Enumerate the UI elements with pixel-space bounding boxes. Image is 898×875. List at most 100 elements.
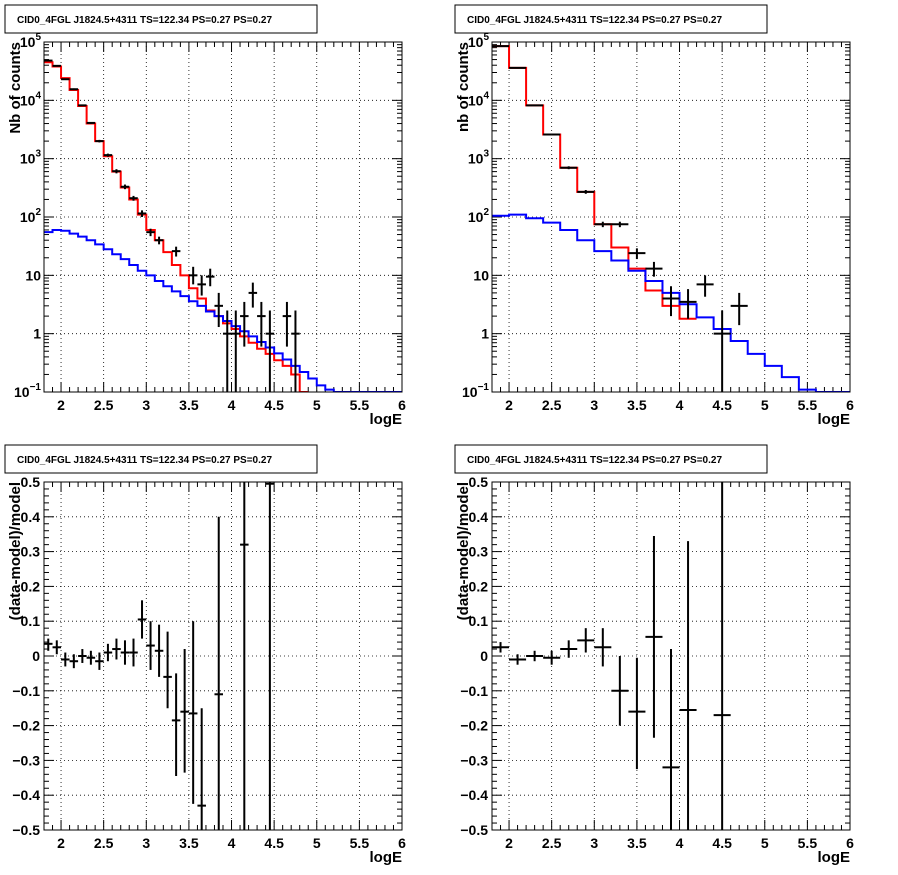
data-point (577, 628, 595, 653)
y-tick-label: 104 (468, 90, 490, 108)
x-tick-label: 4.5 (264, 397, 284, 413)
y-axis-title: (data-model)/model (7, 482, 24, 620)
y-tick-label-base: 10 (25, 267, 41, 283)
y-tick-label-exponent: 2 (35, 207, 41, 218)
data-point (86, 121, 96, 124)
data-point (696, 275, 714, 297)
y-tick-label: 105 (468, 32, 490, 50)
data-point (52, 64, 62, 67)
data-point (214, 292, 223, 328)
data-point (543, 650, 561, 665)
x-tick-label: 4 (228, 397, 236, 413)
data-point (526, 650, 544, 662)
data-point (95, 652, 104, 670)
x-tick-label: 5 (761, 835, 769, 851)
y-tick-label-base: 10 (20, 34, 36, 50)
y-tick-label: −0.1 (12, 683, 40, 699)
x-tick-label: 5 (313, 835, 321, 851)
y-axis-title: nb of counts (455, 42, 472, 132)
data-point (594, 628, 612, 667)
x-tick-label: 5.5 (350, 397, 370, 413)
title-box (454, 4, 768, 34)
y-tick-label: 103 (468, 149, 490, 167)
x-tick-label: 2 (505, 397, 513, 413)
y-tick-label: 0.4 (21, 509, 41, 525)
x-tick-label: 3.5 (627, 835, 647, 851)
y-tick-label-exponent: 3 (483, 149, 489, 160)
data-point (628, 657, 646, 770)
y-tick-label-exponent: 5 (483, 32, 489, 43)
panel-counts-left: CID0_4FGL J1824.5+4311 TS=122.34 PS=0.27… (4, 4, 406, 428)
data-point (188, 621, 198, 804)
component-model-step-line (492, 213, 850, 392)
data-point (713, 310, 731, 392)
total-model-step-line (44, 61, 309, 392)
plot-frame (491, 41, 851, 393)
data-point (61, 78, 70, 81)
axis-ticks (491, 42, 851, 393)
data-point (129, 638, 138, 667)
y-tick-label: 0.1 (469, 613, 489, 629)
y-tick-label: −0.4 (460, 787, 488, 803)
plot-title: CID0_4FGL J1824.5+4311 TS=122.34 PS=0.27… (17, 15, 272, 26)
y-tick-label: 103 (20, 149, 42, 167)
y-tick-label-exponent: 4 (483, 90, 489, 101)
data-point (61, 652, 70, 667)
plot-title: CID0_4FGL J1824.5+4311 TS=122.34 PS=0.27… (17, 455, 272, 466)
x-axis-title: logE (818, 411, 851, 428)
x-tick-label: 2 (57, 397, 65, 413)
x-tick-label: 5.5 (798, 397, 818, 413)
data-point (154, 624, 164, 677)
data-point (713, 482, 731, 830)
x-axis-title: logE (818, 849, 851, 866)
data-point (44, 59, 53, 62)
axis-ticks (43, 42, 403, 393)
y-tick-label: 10 (25, 267, 41, 283)
data-point (628, 248, 646, 260)
y-tick-label: 0 (480, 648, 488, 664)
y-tick-label: 0.3 (21, 544, 41, 560)
title-box (454, 444, 768, 474)
x-tick-label: 5 (761, 397, 769, 413)
x-tick-label: 5.5 (350, 835, 370, 851)
plot-area (492, 45, 850, 392)
x-tick-label: 3.5 (627, 397, 647, 413)
plot-area (44, 59, 402, 392)
data-point (52, 640, 62, 655)
data-point (95, 139, 104, 143)
data-point (180, 649, 189, 773)
axis-ticks (43, 481, 403, 831)
plot-title: CID0_4FGL J1824.5+4311 TS=122.34 PS=0.27… (467, 455, 722, 466)
data-point (197, 708, 206, 830)
y-tick-label: −0.4 (12, 787, 40, 803)
x-tick-label: 4.5 (712, 397, 732, 413)
data-point (509, 654, 527, 665)
data-point (645, 535, 663, 738)
data-point (137, 210, 147, 217)
x-tick-label: 3.5 (179, 397, 199, 413)
y-tick-label: 0.2 (21, 578, 41, 594)
data-point (137, 600, 147, 639)
data-point (231, 310, 241, 392)
data-point (214, 516, 223, 830)
y-tick-label: 10 (473, 267, 489, 283)
y-tick-label-exponent: −1 (30, 382, 42, 393)
x-tick-label: 2 (505, 835, 513, 851)
data-point (492, 45, 510, 48)
data-point (240, 482, 249, 830)
y-tick-label: −0.2 (460, 718, 488, 734)
x-tick-label: 3.5 (179, 835, 199, 851)
data-point (112, 638, 121, 660)
y-tick-label-base: 10 (468, 151, 484, 167)
y-tick-label-exponent: 3 (35, 149, 41, 160)
grid (492, 42, 850, 392)
data-point (611, 656, 629, 726)
x-tick-label: 4 (676, 835, 684, 851)
y-tick-label: 1 (33, 326, 41, 342)
data-point (44, 638, 53, 651)
y-tick-label-base: 10 (473, 267, 489, 283)
y-tick-label-base: 10 (20, 151, 36, 167)
data-point (69, 654, 79, 669)
y-tick-label: −0.3 (460, 752, 488, 768)
data-point (282, 301, 292, 347)
